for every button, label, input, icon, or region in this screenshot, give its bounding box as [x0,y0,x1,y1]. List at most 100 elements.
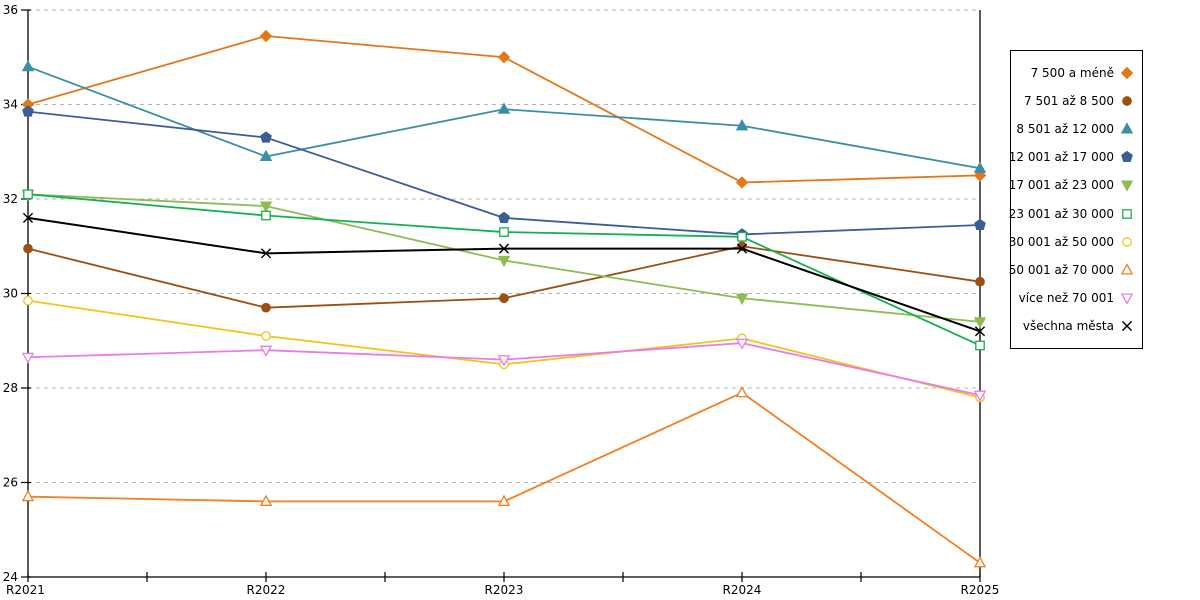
legend-item-label: 23 001 až 30 000 [1008,206,1114,221]
triangle-up-marker [735,385,749,398]
square-marker [23,189,33,200]
x-marker [498,243,510,254]
circle-marker [23,295,33,306]
legend-item-label: 50 001 až 70 000 [1008,262,1114,277]
legend-item-label: 8 501 až 12 000 [1016,122,1114,137]
y-tick-label-26: 26 [3,476,18,490]
triangle-up-marker [735,119,749,131]
legend-item-label: všechna města [1022,318,1114,333]
legend-circle-icon [1122,236,1132,247]
legend-pentagon-icon [1121,151,1133,163]
diamond-marker [497,51,511,64]
series-line-6 [27,299,981,399]
legend-triangle-down-icon [1120,180,1134,193]
y-tick-label-32: 32 [3,192,18,206]
legend-triangle-up-icon [1120,262,1134,275]
x-tick-label-R2023: R2023 [485,583,524,597]
circle-marker [975,276,985,287]
legend-item: 8 501 až 12 000 [1011,122,1142,136]
legend: 7 500 a méně 7 501 až 8 500 8 501 až 12 00… [1008,50,1143,349]
pentagon-marker [260,131,272,143]
triangle-up-marker [1120,262,1134,275]
triangle-up-marker [973,556,987,568]
triangle-up-marker [1120,122,1134,134]
circle-marker [261,331,271,341]
diamond-marker [735,176,749,189]
legend-x-icon [1121,320,1133,331]
triangle-up-marker [21,489,35,502]
legend-item: 23 001 až 30 000 [1008,206,1142,221]
square-marker [261,210,271,221]
legend-item: 50 001 až 70 000 [1008,262,1142,277]
circle-marker [23,243,33,254]
x-marker [736,243,748,254]
square-marker [1122,208,1132,219]
triangle-up-marker [259,494,273,506]
legend-item: 30 001 až 50 000 [1008,234,1142,249]
legend-item: 7 500 a méně [1011,66,1142,80]
triangle-up-marker [21,59,35,72]
legend-item-label: 12 001 až 17 000 [1008,150,1114,165]
triangle-up-marker [973,161,987,173]
legend-diamond-icon [1120,66,1134,80]
legend-item: 17 001 až 23 000 [1008,178,1142,193]
triangle-up-marker [259,149,273,162]
legend-triangle-down-icon [1120,293,1134,305]
x-marker [22,212,34,223]
x-tick-label-R2025: R2025 [961,583,1000,597]
triangle-down-marker [735,293,749,305]
triangle-down-marker [1120,293,1134,305]
triangle-down-marker [21,352,35,365]
x-tick-label-R2024: R2024 [723,583,762,597]
circle-marker [1122,236,1132,247]
triangle-down-marker [497,355,511,367]
triangle-up-marker [497,494,511,506]
circle-marker [1122,96,1132,106]
triangle-down-marker [973,390,987,402]
legend-triangle-up-icon [1120,122,1134,134]
x-marker [1121,320,1133,331]
legend-item: 7 501 až 8 500 [1011,94,1142,108]
legend-item-label: více než 70 001 [1018,290,1114,305]
square-marker [975,340,985,351]
circle-marker [499,293,509,304]
pentagon-marker [22,105,34,117]
legend-item-label: 7 501 až 8 500 [1024,94,1114,109]
series-line-2 [27,65,981,170]
legend-item: 12 001 až 17 000 [1008,150,1142,165]
y-tick-label-34: 34 [3,98,18,112]
pentagon-marker [974,218,986,231]
circle-marker [261,302,271,313]
square-marker [737,231,747,242]
y-tick-label-24: 24 [3,570,18,584]
y-tick-label-36: 36 [3,3,18,17]
triangle-down-marker [497,255,511,268]
triangle-down-marker [259,201,273,213]
diamond-marker [973,169,987,182]
legend-item: více než 70 001 [1011,291,1142,305]
x-tick-label-R2021: R2021 [6,583,45,597]
diamond-marker [1120,66,1134,80]
pentagon-marker [1121,151,1133,163]
legend-item-label: 30 001 až 50 000 [1008,234,1114,249]
legend-item-label: 7 500 a méně [1030,66,1114,81]
diamond-marker [259,29,273,43]
legend-square-icon [1122,208,1132,219]
triangle-down-marker [1120,180,1134,193]
y-tick-label-30: 30 [3,287,18,301]
triangle-up-marker [497,102,511,114]
triangle-down-marker [735,338,749,350]
series-line-7 [27,391,981,564]
triangle-down-marker [259,345,273,357]
legend-item-label: 17 001 až 23 000 [1008,178,1114,193]
legend-item: všechna města [1011,319,1142,333]
legend-circle-icon [1122,96,1132,106]
triangle-down-marker [973,317,987,329]
x-marker [260,248,272,259]
x-tick-label-R2022: R2022 [247,583,286,597]
pentagon-marker [498,211,510,223]
y-tick-label-28: 28 [3,381,18,395]
square-marker [499,227,509,237]
